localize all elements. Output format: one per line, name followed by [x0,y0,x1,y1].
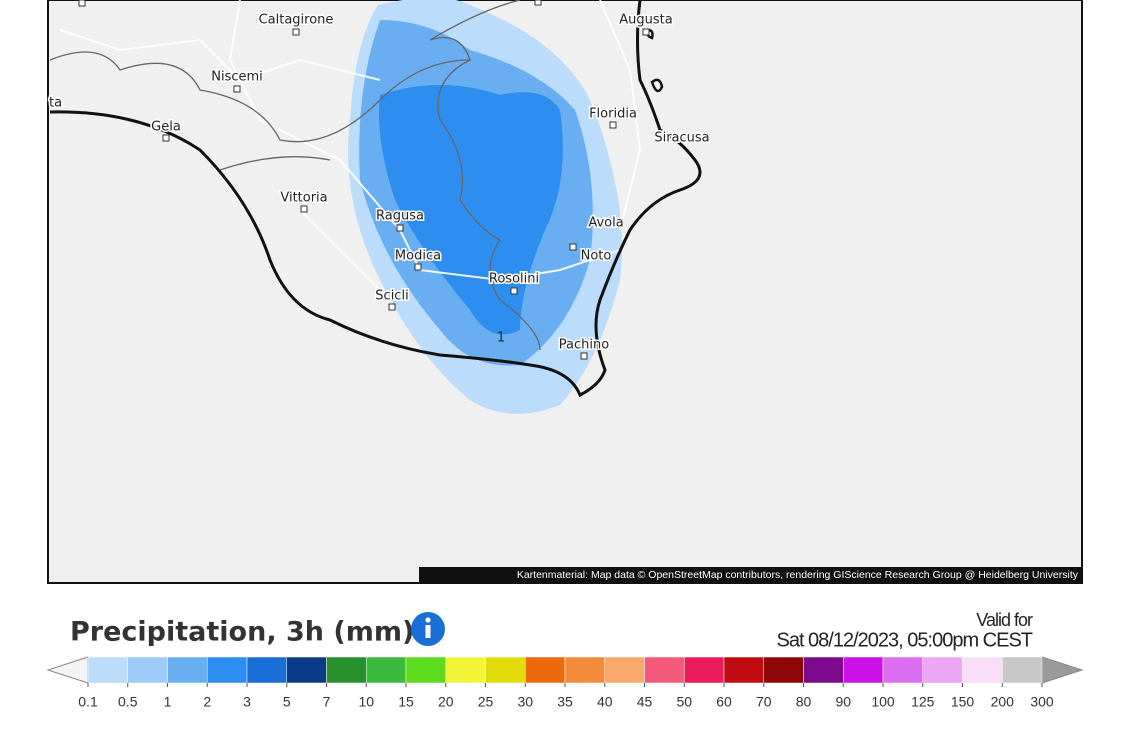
roads [59,0,642,301]
city-label: Caltagirone [259,13,334,28]
city-label: Ragusa [376,209,424,224]
colorbar-tick-label: 0.1 [78,694,98,710]
colorbar-tick-label: 45 [637,694,653,710]
coastline [49,0,702,398]
valid-label: Valid for [976,610,1033,630]
colorbar-tick-label: 20 [438,694,454,710]
city-label: Augusta [619,13,672,28]
colorbar-tick-label: 30 [517,694,533,710]
colorbar-segment [127,656,168,684]
city-label: Rosolini [489,272,539,287]
city-labels: Caltagirone Augusta Niscemi Gela Floridi… [48,11,712,354]
colorbar-tick-label: 300 [1030,694,1054,710]
colorbar-tick-label: 15 [398,694,414,710]
info-icon[interactable] [411,612,445,646]
colorbar-segment [962,656,1003,684]
colorbar-segment [207,656,248,684]
city-markers [78,0,650,360]
colorbar-segment [922,656,963,684]
colorbar-segment [763,656,804,684]
city-label: Modica [395,249,441,264]
colorbar-tick-label: 150 [951,694,975,710]
colorbar-segment [843,656,884,684]
colorbar-segment [246,656,287,684]
colorbar-tick-label: 3 [243,694,251,710]
colorbar-segment [723,656,764,684]
city-label: Siracusa [654,131,709,146]
city-label: Pachino [559,338,609,353]
city-label: Niscemi [211,70,263,85]
colorbar-segment [445,656,486,684]
colorbar-segment [485,656,526,684]
colorbar-tick-label: 80 [796,694,812,710]
attribution-bg [419,567,1081,582]
colorbar-tick-label: 40 [597,694,613,710]
colorbar-over [1041,656,1084,684]
colorbar-segment [684,656,725,684]
colorbar-segment [366,656,407,684]
colorbar-tick-label: 2 [203,694,211,710]
colorbar-tick-label: 10 [358,694,374,710]
attribution: Kartenmaterial: Map data © OpenStreetMap… [517,569,1079,581]
colorbar-under [46,656,89,684]
colorbar-tick-label: 35 [557,694,573,710]
colorbar-segment [1002,656,1043,684]
colorbar-tick-label: 90 [835,694,851,710]
colorbar-segment [87,656,128,684]
city-label: ta [49,96,62,111]
borders [49,0,541,351]
colorbar-segment [604,656,645,684]
colorbar-tick-label: 7 [323,694,331,710]
city-label: Noto [581,249,612,264]
valid-time: Sat 08/12/2023, 05:00pm CEST [776,629,1032,651]
colorbar-segment [803,656,844,684]
colorbar-tick-label: 60 [716,694,732,710]
colorbar-tick-label: 200 [991,694,1015,710]
colorbar-tick-label: 1 [164,694,172,710]
colorbar-tick-label: 125 [911,694,935,710]
colorbar-tick-label: 25 [478,694,494,710]
colorbar-tick-label: 50 [676,694,692,710]
precip-area [379,85,563,335]
colorbar-segment [286,656,327,684]
city-label: Scicli [375,289,408,304]
colorbar-tick-label: 0.5 [118,694,138,710]
colorbar-tick-label: 100 [871,694,895,710]
colorbar-segment [882,656,923,684]
contour-label: 1 [497,331,505,346]
colorbar-segment [644,656,685,684]
city-label: Avola [588,216,623,231]
colorbar: 0.1 0.5 1 2 3 5 7 10 15 20 25 30 35 40 45 50 60 70 80 90 100… [46,656,1084,710]
map: Caltagirone Augusta Niscemi Gela Floridi… [47,0,1083,584]
colorbar-segment [564,656,605,684]
city-label: Floridia [589,107,637,122]
city-label: Vittoria [280,191,327,206]
colorbar-tick-label: 5 [283,694,291,710]
legend-title: Precipitation, 3h (mm) [70,617,414,648]
colorbar-segment [405,656,446,684]
colorbar-segment [326,656,367,684]
city-label: Gela [151,120,181,135]
colorbar-segment [525,656,566,684]
colorbar-segment [167,656,208,684]
colorbar-tick-label: 70 [756,694,772,710]
